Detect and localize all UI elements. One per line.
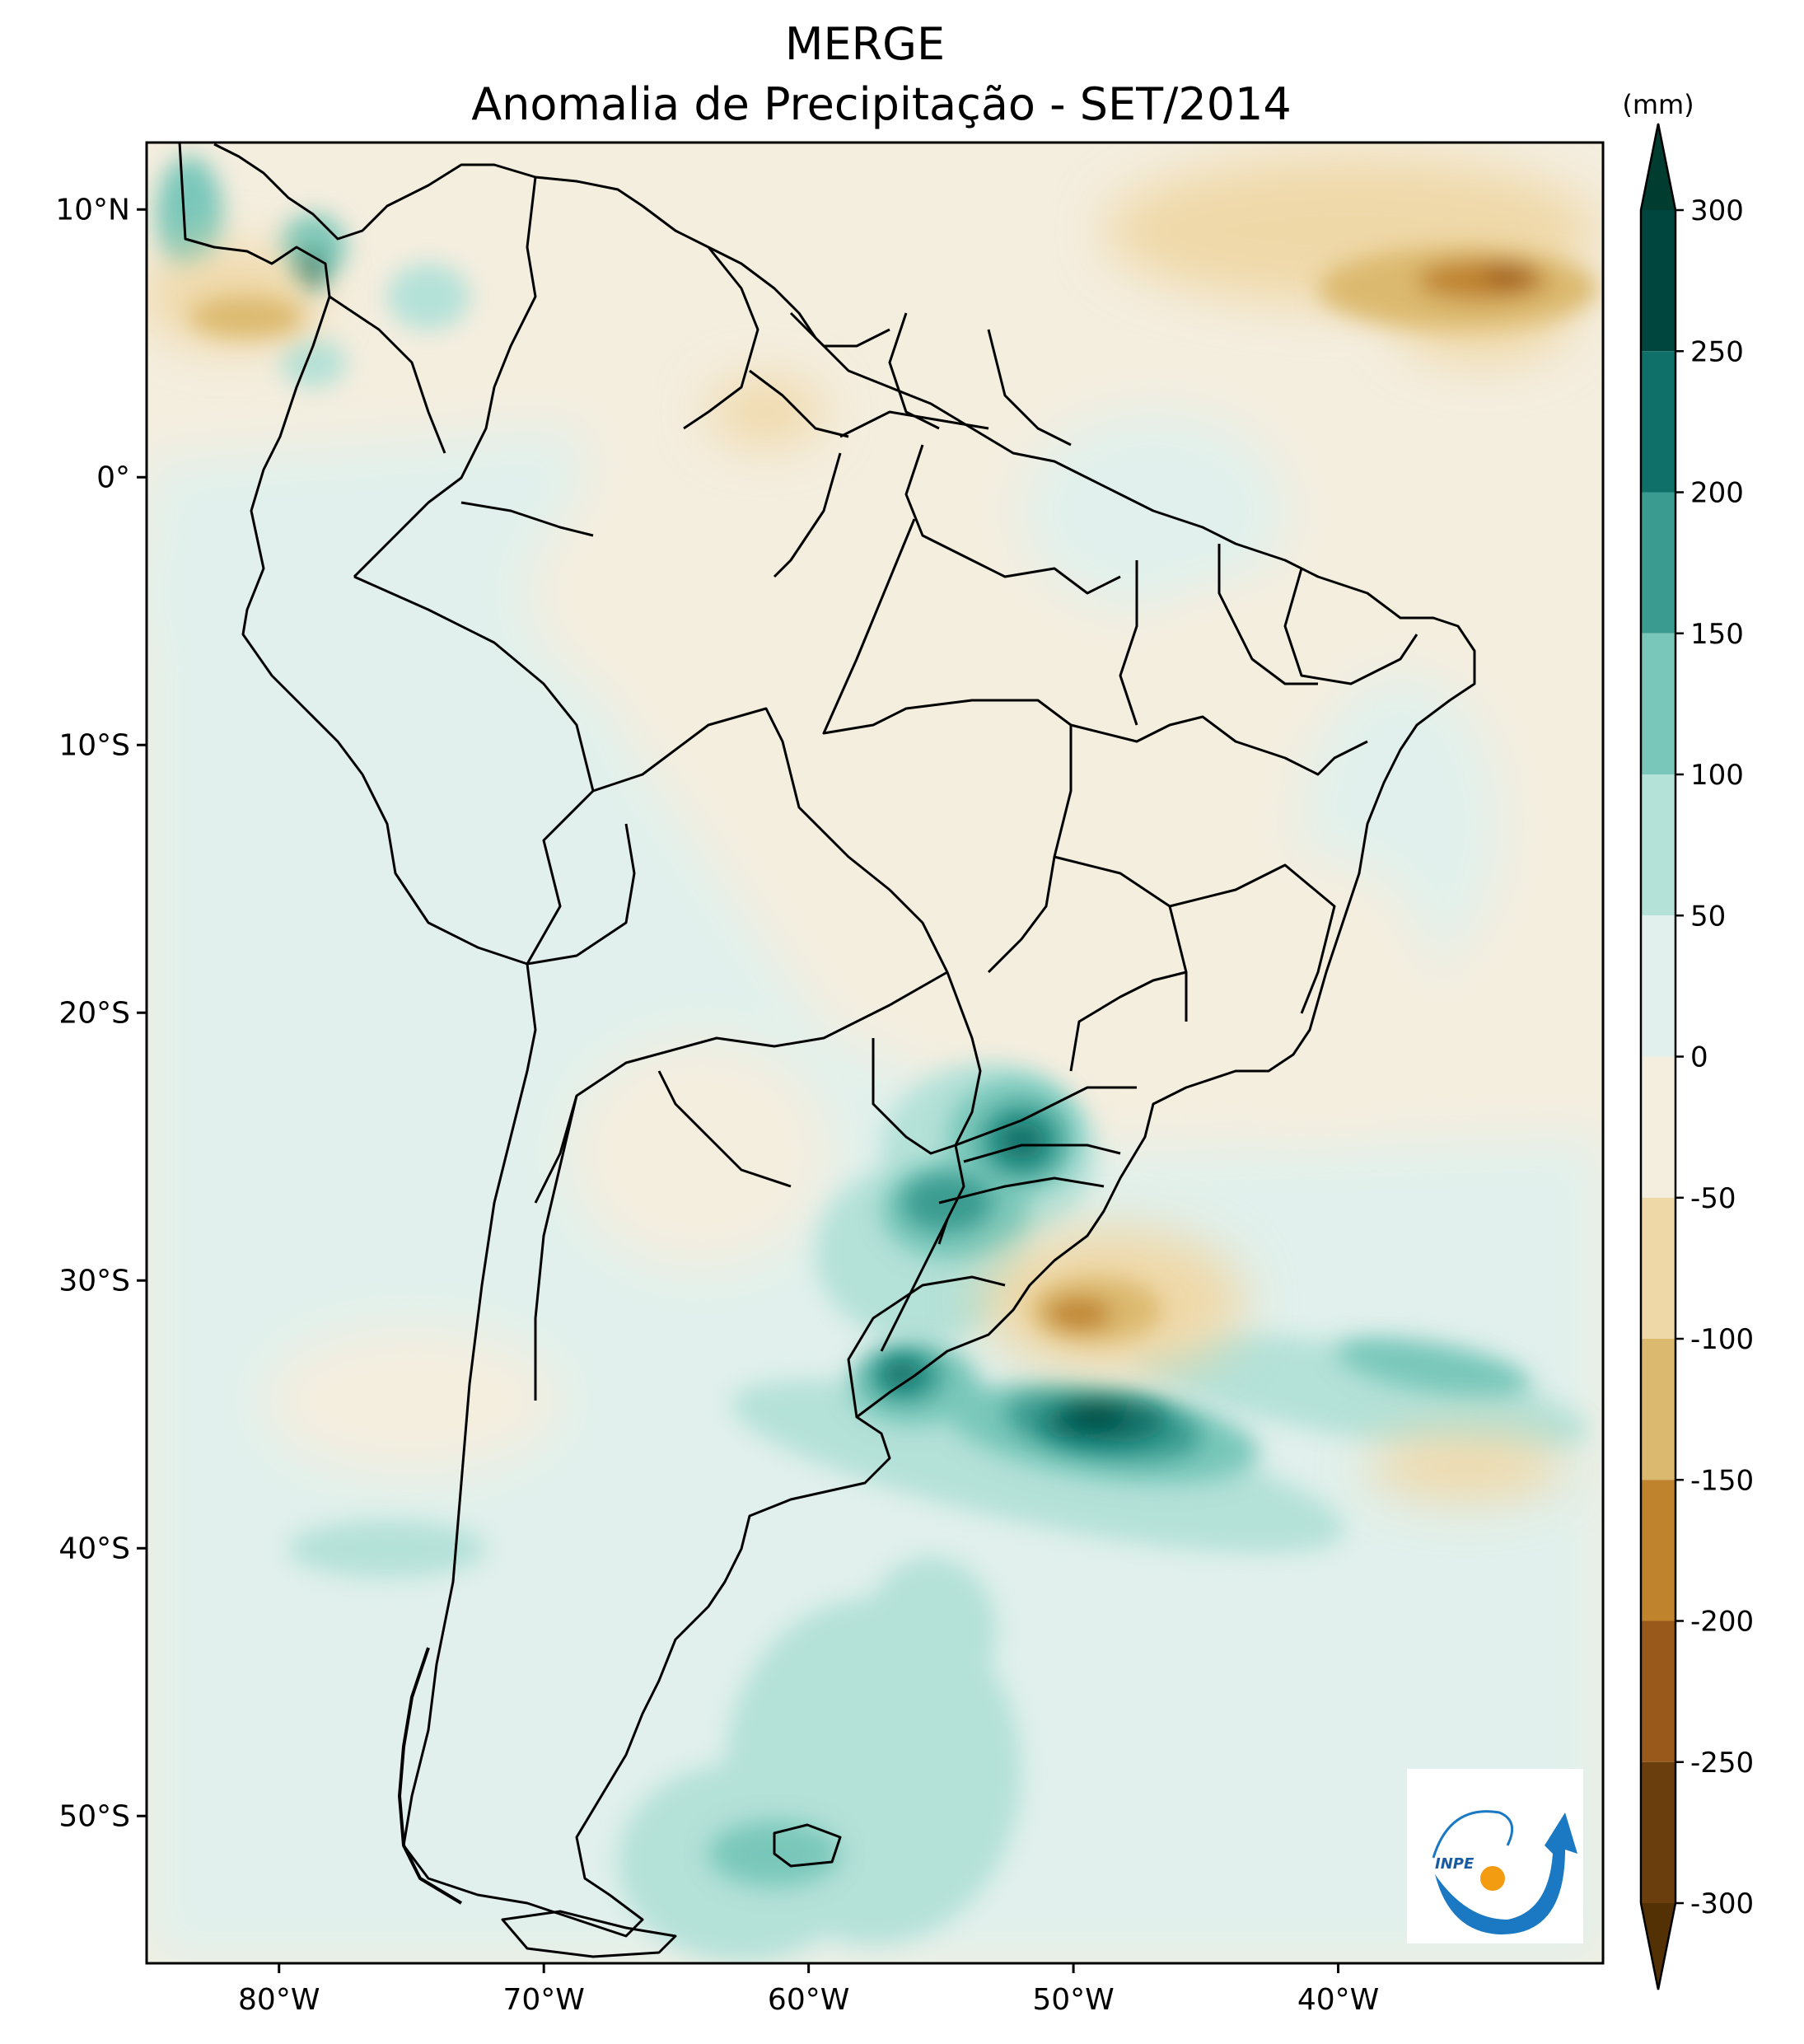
inpe-logo: INPE (1407, 1769, 1583, 1943)
longitude-axis: 80°W 70°W 60°W 50°W 40°W (238, 1963, 1379, 2017)
colorbar-band (1641, 774, 1675, 916)
lon-tick-label: 40°W (1297, 1983, 1379, 2017)
colorbar-over-arrow (1641, 124, 1675, 210)
border-line-31 (880, 1218, 949, 1352)
border-line-18 (938, 1176, 1105, 1204)
lon-tick-label: 60°W (768, 1983, 849, 2017)
lat-tick-label: 20°S (58, 996, 130, 1030)
lat-tick-label: 50°S (58, 1799, 130, 1833)
map-frame (145, 141, 1605, 1965)
south-america-coastline (178, 143, 1476, 1938)
border-line-10 (683, 246, 759, 430)
colorbar-band (1641, 492, 1675, 634)
border-line-24 (904, 444, 1121, 595)
border-line-8 (526, 823, 636, 966)
border-line-3 (592, 707, 949, 973)
colorbar-tick-label: 300 (1690, 194, 1744, 227)
lat-tick-label: 40°S (58, 1532, 130, 1565)
border-line-26 (888, 312, 940, 430)
lon-tick-label: 80°W (238, 1983, 320, 2017)
chile-fjords (398, 1647, 463, 1905)
colorbar-tick-label: -200 (1690, 1606, 1754, 1639)
map-panel: INPE (145, 141, 1605, 1965)
lat-tick-label: 10°S (58, 728, 130, 762)
anomaly-field (147, 157, 1603, 1963)
colorbar-tick-label: 200 (1690, 477, 1744, 510)
lat-tick-label: 0° (96, 461, 130, 494)
colorbar-tick-label: 100 (1690, 759, 1744, 792)
border-line-20 (1069, 971, 1187, 1072)
title-line-1: MERGE (785, 18, 945, 70)
border-line-33 (534, 1095, 578, 1401)
lat-tick-label: 30°S (58, 1264, 130, 1298)
border-line-12 (822, 518, 1072, 735)
colorbar: (mm) 300 250 200 150 100 50 0 -50 -100 -150 -200 -2… (1622, 89, 1754, 1990)
colorbar-band (1641, 915, 1675, 1057)
lon-tick-label: 70°W (502, 1983, 584, 2017)
colorbar-unit-label: (mm) (1622, 89, 1694, 120)
colorbar-band (1641, 1056, 1675, 1198)
colorbar-tick-label: -300 (1690, 1887, 1754, 1920)
border-line-6 (872, 1038, 956, 1155)
inpe-logo-sun-icon (1480, 1866, 1505, 1891)
border-line-30 (460, 501, 594, 537)
inpe-logo-text: INPE (1435, 1855, 1475, 1873)
border-line-29 (329, 295, 446, 454)
border-line-32 (657, 1070, 792, 1188)
inpe-logo-arrow-icon (1435, 1812, 1577, 1935)
latitude-axis: 10°N 0° 10°S 20°S 30°S 40°S 50°S (55, 193, 147, 1833)
border-line-21 (1217, 544, 1318, 685)
border-line-5 (937, 971, 982, 1245)
colorbar-band (1641, 633, 1675, 774)
lon-tick-label: 50°W (1032, 1983, 1114, 2017)
falklands (773, 1823, 842, 1868)
colorbar-band (1641, 1761, 1675, 1903)
border-line-9 (773, 452, 842, 578)
border-line-27 (789, 311, 890, 348)
colorbar-band (1641, 1480, 1675, 1621)
colorbar-band (1641, 210, 1675, 352)
border-line-7 (847, 1275, 1006, 1418)
border-line-17 (955, 1086, 1137, 1147)
colorbar-ticks: 300 250 200 150 100 50 0 -50 -100 -150 -200 -250 -30… (1675, 194, 1754, 1920)
border-line-22 (1283, 568, 1418, 685)
border-line-19 (963, 1144, 1121, 1163)
title-line-2: Anomalia de Precipitação - SET/2014 (471, 78, 1292, 130)
border-line-23 (1119, 560, 1138, 726)
colorbar-tick-label: -50 (1690, 1182, 1736, 1215)
colorbar-tick-label: 150 (1690, 618, 1744, 651)
border-line-16 (1054, 855, 1188, 1022)
colorbar-tick-label: -250 (1690, 1747, 1754, 1780)
colorbar-tick-label: 250 (1690, 335, 1744, 368)
border-line-1 (353, 176, 537, 578)
colorbar-band (1641, 1197, 1675, 1339)
colorbar-under-arrow (1641, 1903, 1675, 1990)
colorbar-bands (1639, 123, 1677, 1990)
colorbar-band (1641, 351, 1675, 493)
border-line-25 (987, 329, 1072, 447)
colorbar-band (1641, 1621, 1675, 1762)
colorbar-tick-label: 50 (1690, 900, 1726, 933)
colorbar-tick-label: -100 (1690, 1323, 1754, 1356)
colorbar-tick-label: -150 (1690, 1464, 1754, 1497)
border-line-2 (353, 575, 595, 965)
border-line-14 (1070, 715, 1368, 776)
lat-tick-label: 10°N (55, 193, 130, 227)
colorbar-tick-label: 0 (1690, 1041, 1708, 1074)
coastlines-and-borders (178, 143, 1476, 1958)
border-line-15 (1169, 863, 1336, 1014)
colorbar-band (1641, 1339, 1675, 1480)
border-line-4 (534, 971, 948, 1204)
border-line-13 (987, 725, 1073, 974)
tierra-del-fuego (501, 1910, 677, 1958)
border-line-28 (749, 369, 849, 438)
